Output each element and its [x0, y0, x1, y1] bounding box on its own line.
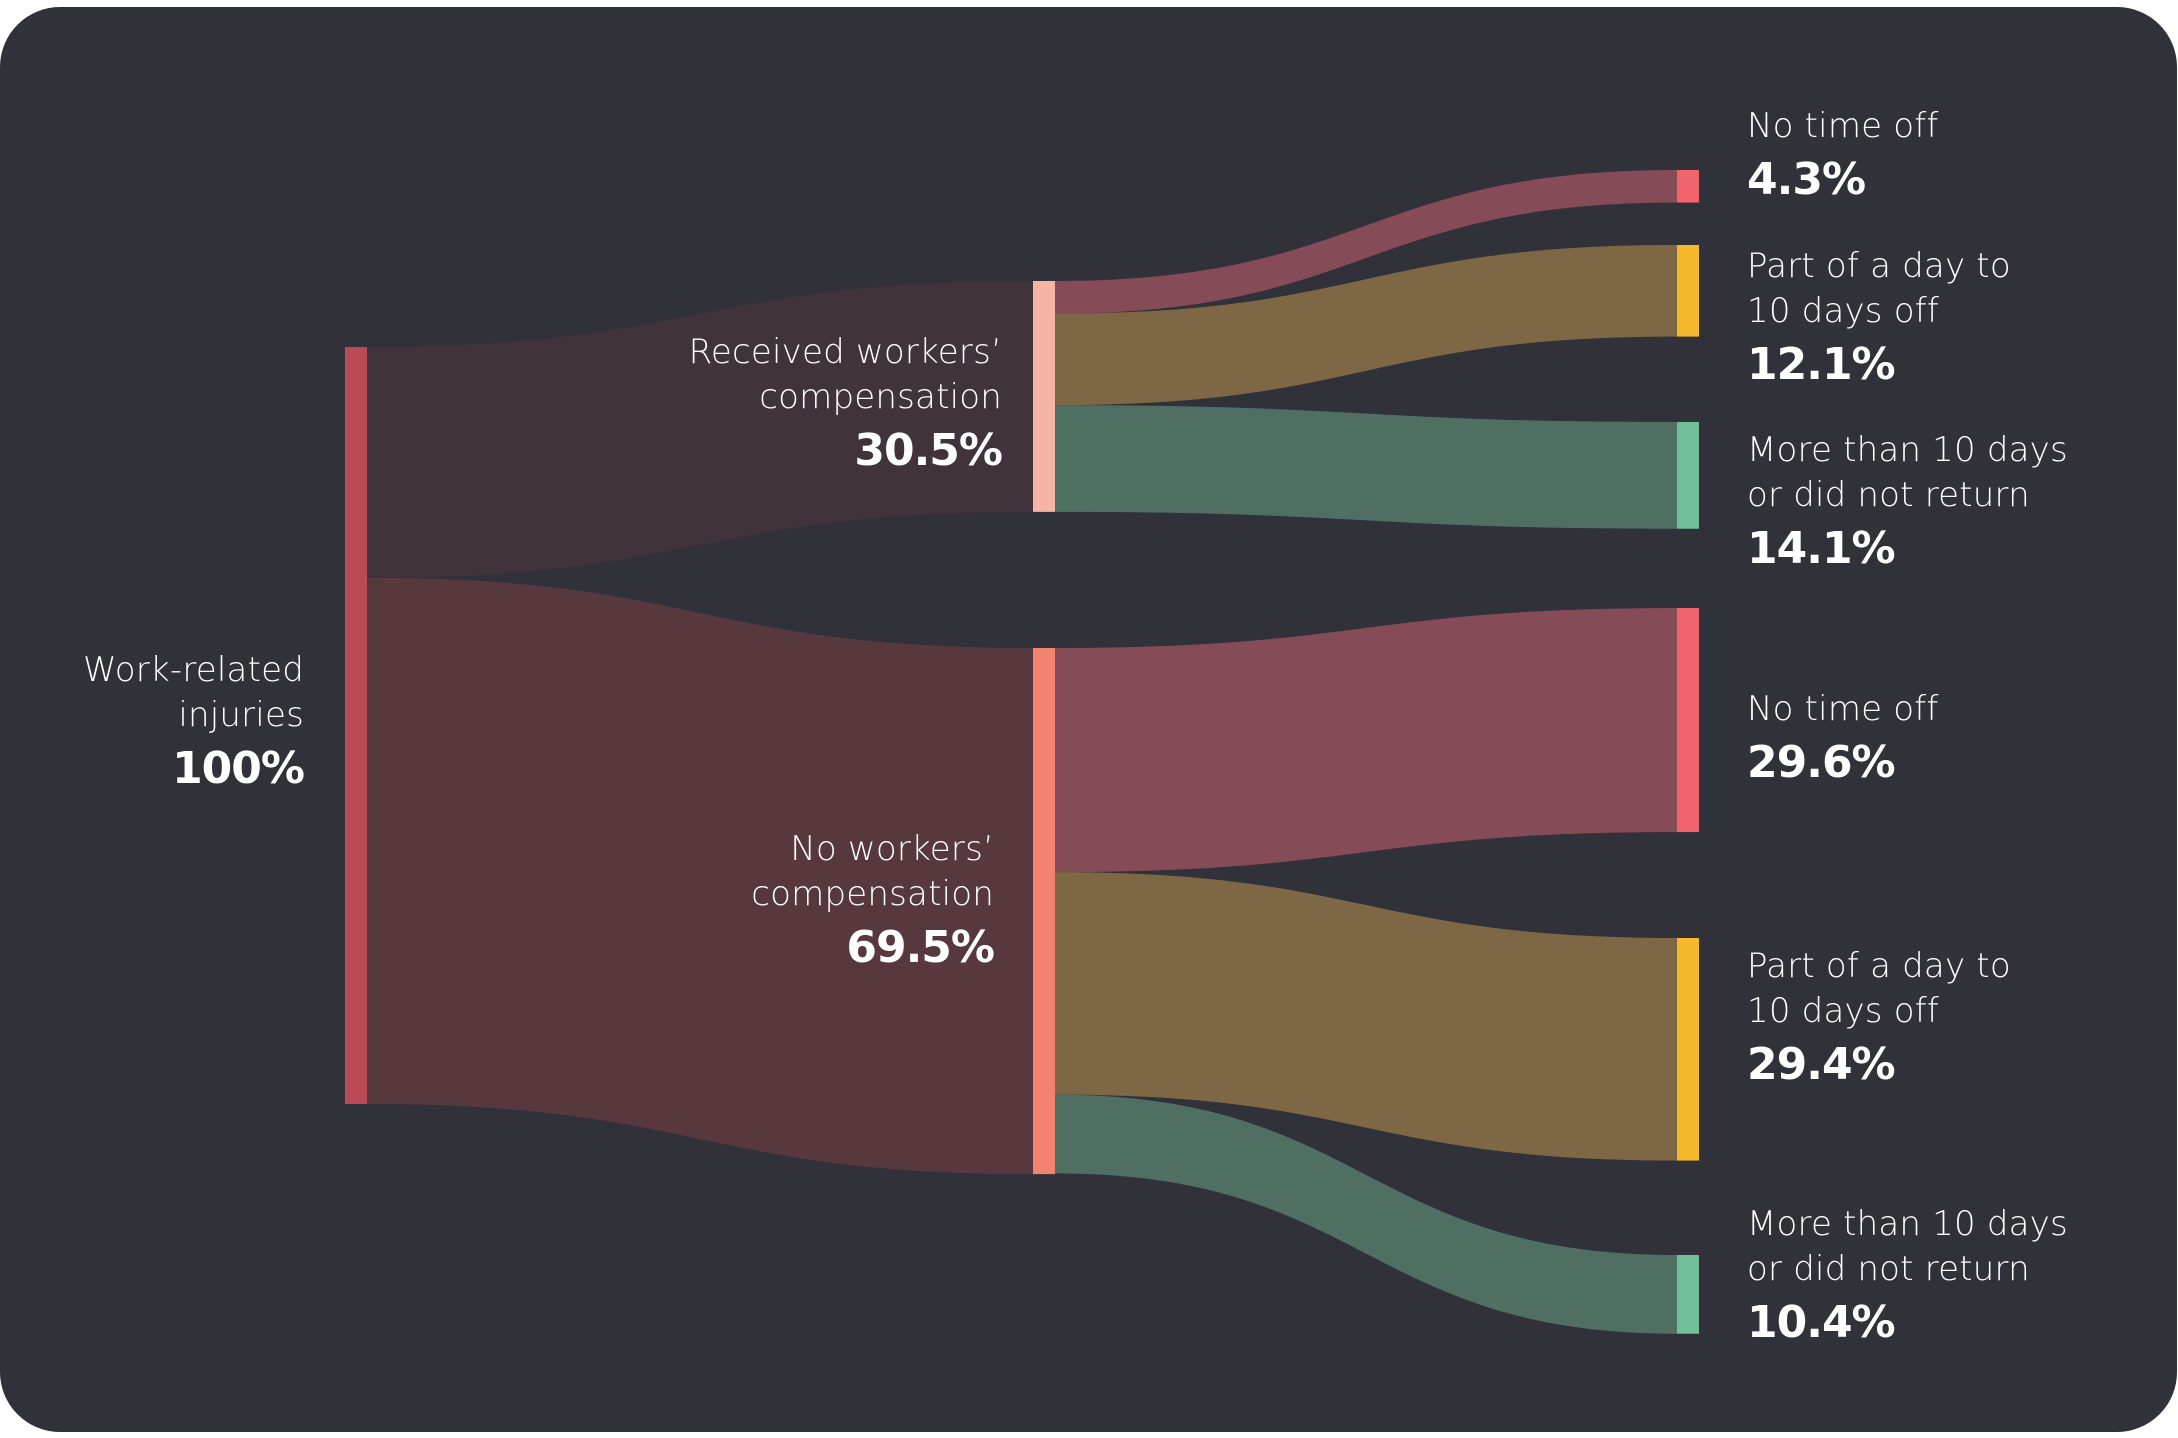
- node-label-total: Work-related injuries 100%: [82, 648, 305, 800]
- node-received: [1033, 281, 1055, 512]
- node-r_part: [1677, 245, 1699, 337]
- node-name: No time off: [1747, 106, 1939, 146]
- node-name: More than 10 days or did not return: [1747, 430, 2068, 515]
- node-value: 12.1%: [1747, 339, 1896, 390]
- node-value: 69.5%: [846, 922, 995, 973]
- link-received-r_more: [1055, 405, 1677, 529]
- node-label-r-none: No time off 4.3%: [1747, 104, 1939, 211]
- link-total-nocomp: [367, 577, 1033, 1175]
- node-label-r-part: Part of a day to 10 days off 12.1%: [1747, 244, 2011, 396]
- node-value: 30.5%: [854, 425, 1003, 476]
- node-value: 100%: [172, 743, 305, 794]
- node-r_none: [1677, 170, 1699, 203]
- node-total: [345, 347, 367, 1104]
- node-value: 4.3%: [1747, 154, 1866, 205]
- node-r_more: [1677, 422, 1699, 529]
- link-nocomp-n_part: [1055, 872, 1677, 1161]
- node-n_part: [1677, 938, 1699, 1161]
- node-name: Work-related injuries: [82, 650, 304, 735]
- node-n_more: [1677, 1255, 1699, 1334]
- node-label-n-part: Part of a day to 10 days off 29.4%: [1747, 944, 2011, 1096]
- link-received-r_none: [1055, 170, 1677, 314]
- node-n_none: [1677, 608, 1699, 833]
- node-label-nocomp: No workers’ compensation 69.5%: [751, 827, 995, 979]
- link-nocomp-n_more: [1055, 1094, 1677, 1334]
- node-name: Received workers’ compensation: [688, 332, 1002, 417]
- link-received-r_part: [1055, 245, 1677, 406]
- node-label-received: Received workers’ compensation 30.5%: [688, 330, 1003, 482]
- link-nocomp-n_none: [1055, 608, 1677, 873]
- node-label-n-none: No time off 29.6%: [1747, 687, 1939, 794]
- node-name: Part of a day to 10 days off: [1747, 946, 2011, 1031]
- node-value: 14.1%: [1747, 523, 1896, 574]
- link-total-received: [367, 281, 1033, 578]
- node-name: More than 10 days or did not return: [1747, 1204, 2068, 1289]
- node-name: No time off: [1747, 689, 1939, 729]
- node-label-n-more: More than 10 days or did not return 10.4…: [1747, 1202, 2068, 1354]
- node-value: 10.4%: [1747, 1297, 1896, 1348]
- node-name: No workers’ compensation: [751, 829, 994, 914]
- node-value: 29.6%: [1747, 737, 1896, 788]
- node-nocomp: [1033, 648, 1055, 1175]
- node-label-r-more: More than 10 days or did not return 14.1…: [1747, 428, 2068, 580]
- node-name: Part of a day to 10 days off: [1747, 246, 2011, 331]
- node-value: 29.4%: [1747, 1039, 1896, 1090]
